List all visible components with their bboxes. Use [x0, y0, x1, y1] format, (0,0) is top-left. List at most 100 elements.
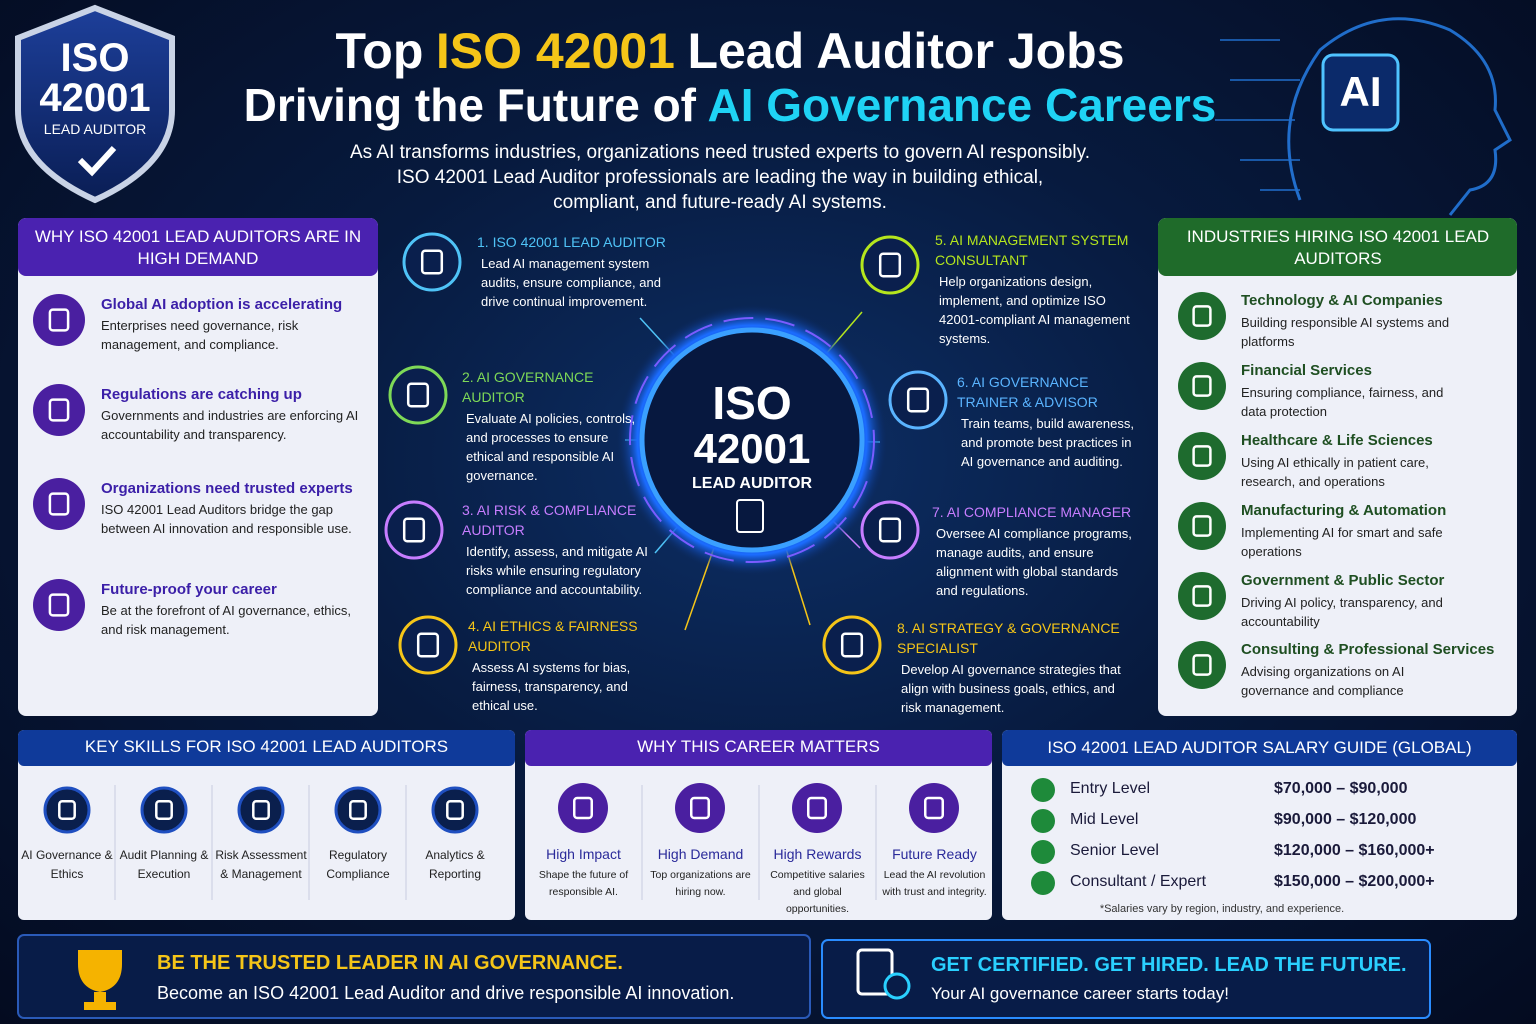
title-line1: Top ISO 42001 Lead Auditor Jobs — [160, 22, 1300, 80]
icon-circle — [888, 370, 948, 430]
career-header — [525, 730, 992, 766]
salary-range: $90,000 – $120,000 — [1274, 811, 1417, 828]
skills-header — [18, 730, 515, 766]
panel-title: WHY ISO 42001 LEAD AUDITORS ARE IN HIGH … — [34, 227, 362, 268]
role-text: Lead AI management system audits, ensure… — [481, 256, 661, 309]
item-title: Manufacturing & Automation — [1241, 502, 1447, 519]
icon-circle — [33, 294, 85, 346]
demand-header — [18, 218, 378, 276]
footer-right-box — [821, 939, 1431, 1019]
skill-label: AI Governance & Ethics — [21, 848, 113, 881]
icon-glyph — [878, 252, 902, 278]
center-text: ISO 42001 LEAD AUDITOR — [642, 380, 862, 496]
role-title: 8. AI STRATEGY & GOVERNANCE SPECIALIST — [897, 620, 1120, 656]
subtitle-line: As AI transforms industries, organizatio… — [350, 142, 1090, 163]
icon-circle — [43, 786, 91, 834]
icon-glyph — [48, 398, 70, 422]
center-line3: LEAD AUDITOR — [692, 475, 812, 492]
icon-circle — [1178, 641, 1226, 689]
role-text: Train teams, build awareness, and promot… — [961, 416, 1134, 469]
icon-glyph — [416, 632, 440, 658]
clipboard-check — [883, 972, 911, 1000]
icon-glyph — [420, 249, 444, 275]
badge-line2: 42001 — [39, 76, 151, 120]
panel-title: WHY THIS CAREER MATTERS — [637, 737, 880, 756]
icon-glyph — [446, 799, 464, 821]
role-text: Help organizations design, implement, an… — [939, 274, 1130, 346]
salary-icon — [1031, 871, 1055, 895]
salary-range: $70,000 – $90,000 — [1274, 780, 1408, 797]
career-title: Future Ready — [892, 846, 977, 862]
icon-circle — [402, 232, 462, 292]
icon-glyph — [924, 796, 944, 820]
item-text: Be at the forefront of AI governance, et… — [101, 603, 352, 637]
icon-circle — [388, 365, 448, 425]
center-line2: 42001 — [693, 425, 811, 472]
panel-title: KEY SKILLS FOR ISO 42001 LEAD AUDITORS — [84, 737, 449, 756]
footer-title: GET CERTIFIED. GET HIRED. LEAD THE FUTUR… — [931, 954, 1407, 976]
salary-range: $150,000 – $200,000+ — [1274, 873, 1435, 890]
panel-title: ISO 42001 LEAD AUDITOR SALARY GUIDE (GLO… — [1047, 738, 1472, 757]
item-text: Enterprises need governance, risk manage… — [101, 318, 299, 352]
career-text: Competitive salaries and global opportun… — [770, 869, 865, 915]
ai-head — [1215, 17, 1512, 216]
icon-circle — [860, 500, 920, 560]
role-title: 6. AI GOVERNANCE TRAINER & ADVISOR — [957, 374, 1098, 410]
skill-label: Audit Planning & Execution — [119, 848, 209, 881]
icon-glyph — [807, 796, 827, 820]
icon-circle — [140, 786, 188, 834]
icon-glyph — [1192, 445, 1212, 467]
career-title: High Demand — [657, 846, 744, 862]
footer-text: Your AI governance career starts today! — [931, 984, 1229, 1003]
career-text: Top organizations are hiring now. — [650, 869, 751, 898]
salary-level: Consultant / Expert — [1070, 873, 1207, 890]
ai-chip — [1321, 53, 1400, 132]
icon-glyph — [1192, 305, 1212, 327]
role-text: Develop AI governance strategies that al… — [901, 662, 1121, 715]
ai-label: AI — [1339, 68, 1382, 115]
item-text: Ensuring compliance, fairness, and data … — [1241, 385, 1444, 419]
role-title: 3. AI RISK & COMPLIANCE AUDITOR — [462, 502, 637, 538]
icon-glyph — [402, 517, 426, 543]
role-text: Assess AI systems for bias, fairness, tr… — [472, 660, 631, 713]
icon-glyph — [155, 799, 173, 821]
role-title: 2. AI GOVERNANCE AUDITOR — [462, 369, 594, 405]
item-title: Government & Public Sector — [1241, 572, 1445, 589]
item-text: Using AI ethically in patient care, rese… — [1241, 455, 1429, 489]
career-title: High Impact — [546, 846, 621, 862]
item-text: Building responsible AI systems and plat… — [1241, 315, 1450, 349]
icon-circle — [237, 786, 285, 834]
salary-level: Entry Level — [1070, 780, 1151, 797]
icon-glyph — [48, 308, 70, 332]
icon-glyph — [1192, 585, 1212, 607]
icon-circle — [558, 783, 608, 833]
industries-panel — [1158, 218, 1517, 716]
icon-circle — [1178, 572, 1226, 620]
subtitle: As AI transforms industries, organizatio… — [240, 140, 1200, 215]
badge-text: ISO 42001 LEAD AUDITOR — [18, 38, 172, 140]
role-title: 7. AI COMPLIANCE MANAGER — [932, 504, 1132, 520]
icon-glyph — [48, 492, 70, 516]
item-title: Future-proof your career — [101, 581, 277, 598]
title-line2: Driving the Future of AI Governance Caree… — [160, 78, 1300, 132]
role-text: Oversee AI compliance programs, manage a… — [936, 526, 1132, 598]
title-highlight: ISO 42001 — [435, 23, 675, 79]
badge-check — [77, 145, 117, 177]
salary-range: $120,000 – $160,000+ — [1274, 842, 1435, 859]
title-lead: Top — [335, 23, 424, 79]
role-title: 4. AI ETHICS & FAIRNESS AUDITOR — [468, 618, 638, 654]
item-title: Healthcare & Life Sciences — [1241, 432, 1433, 449]
icon-glyph — [406, 382, 430, 408]
center-line1: ISO — [712, 377, 792, 429]
icon-glyph — [58, 799, 76, 821]
icon-circle — [33, 384, 85, 436]
icon-circle — [33, 579, 85, 631]
icon-circle — [334, 786, 382, 834]
item-text: Governments and industries are enforcing… — [101, 408, 359, 442]
career-text: Lead the AI revolution with trust and in… — [882, 869, 987, 898]
footer-text: Become an ISO 42001 Lead Auditor and dri… — [157, 983, 735, 1003]
title-rest: Lead Auditor Jobs — [687, 23, 1125, 79]
salary-icon — [1031, 778, 1055, 802]
